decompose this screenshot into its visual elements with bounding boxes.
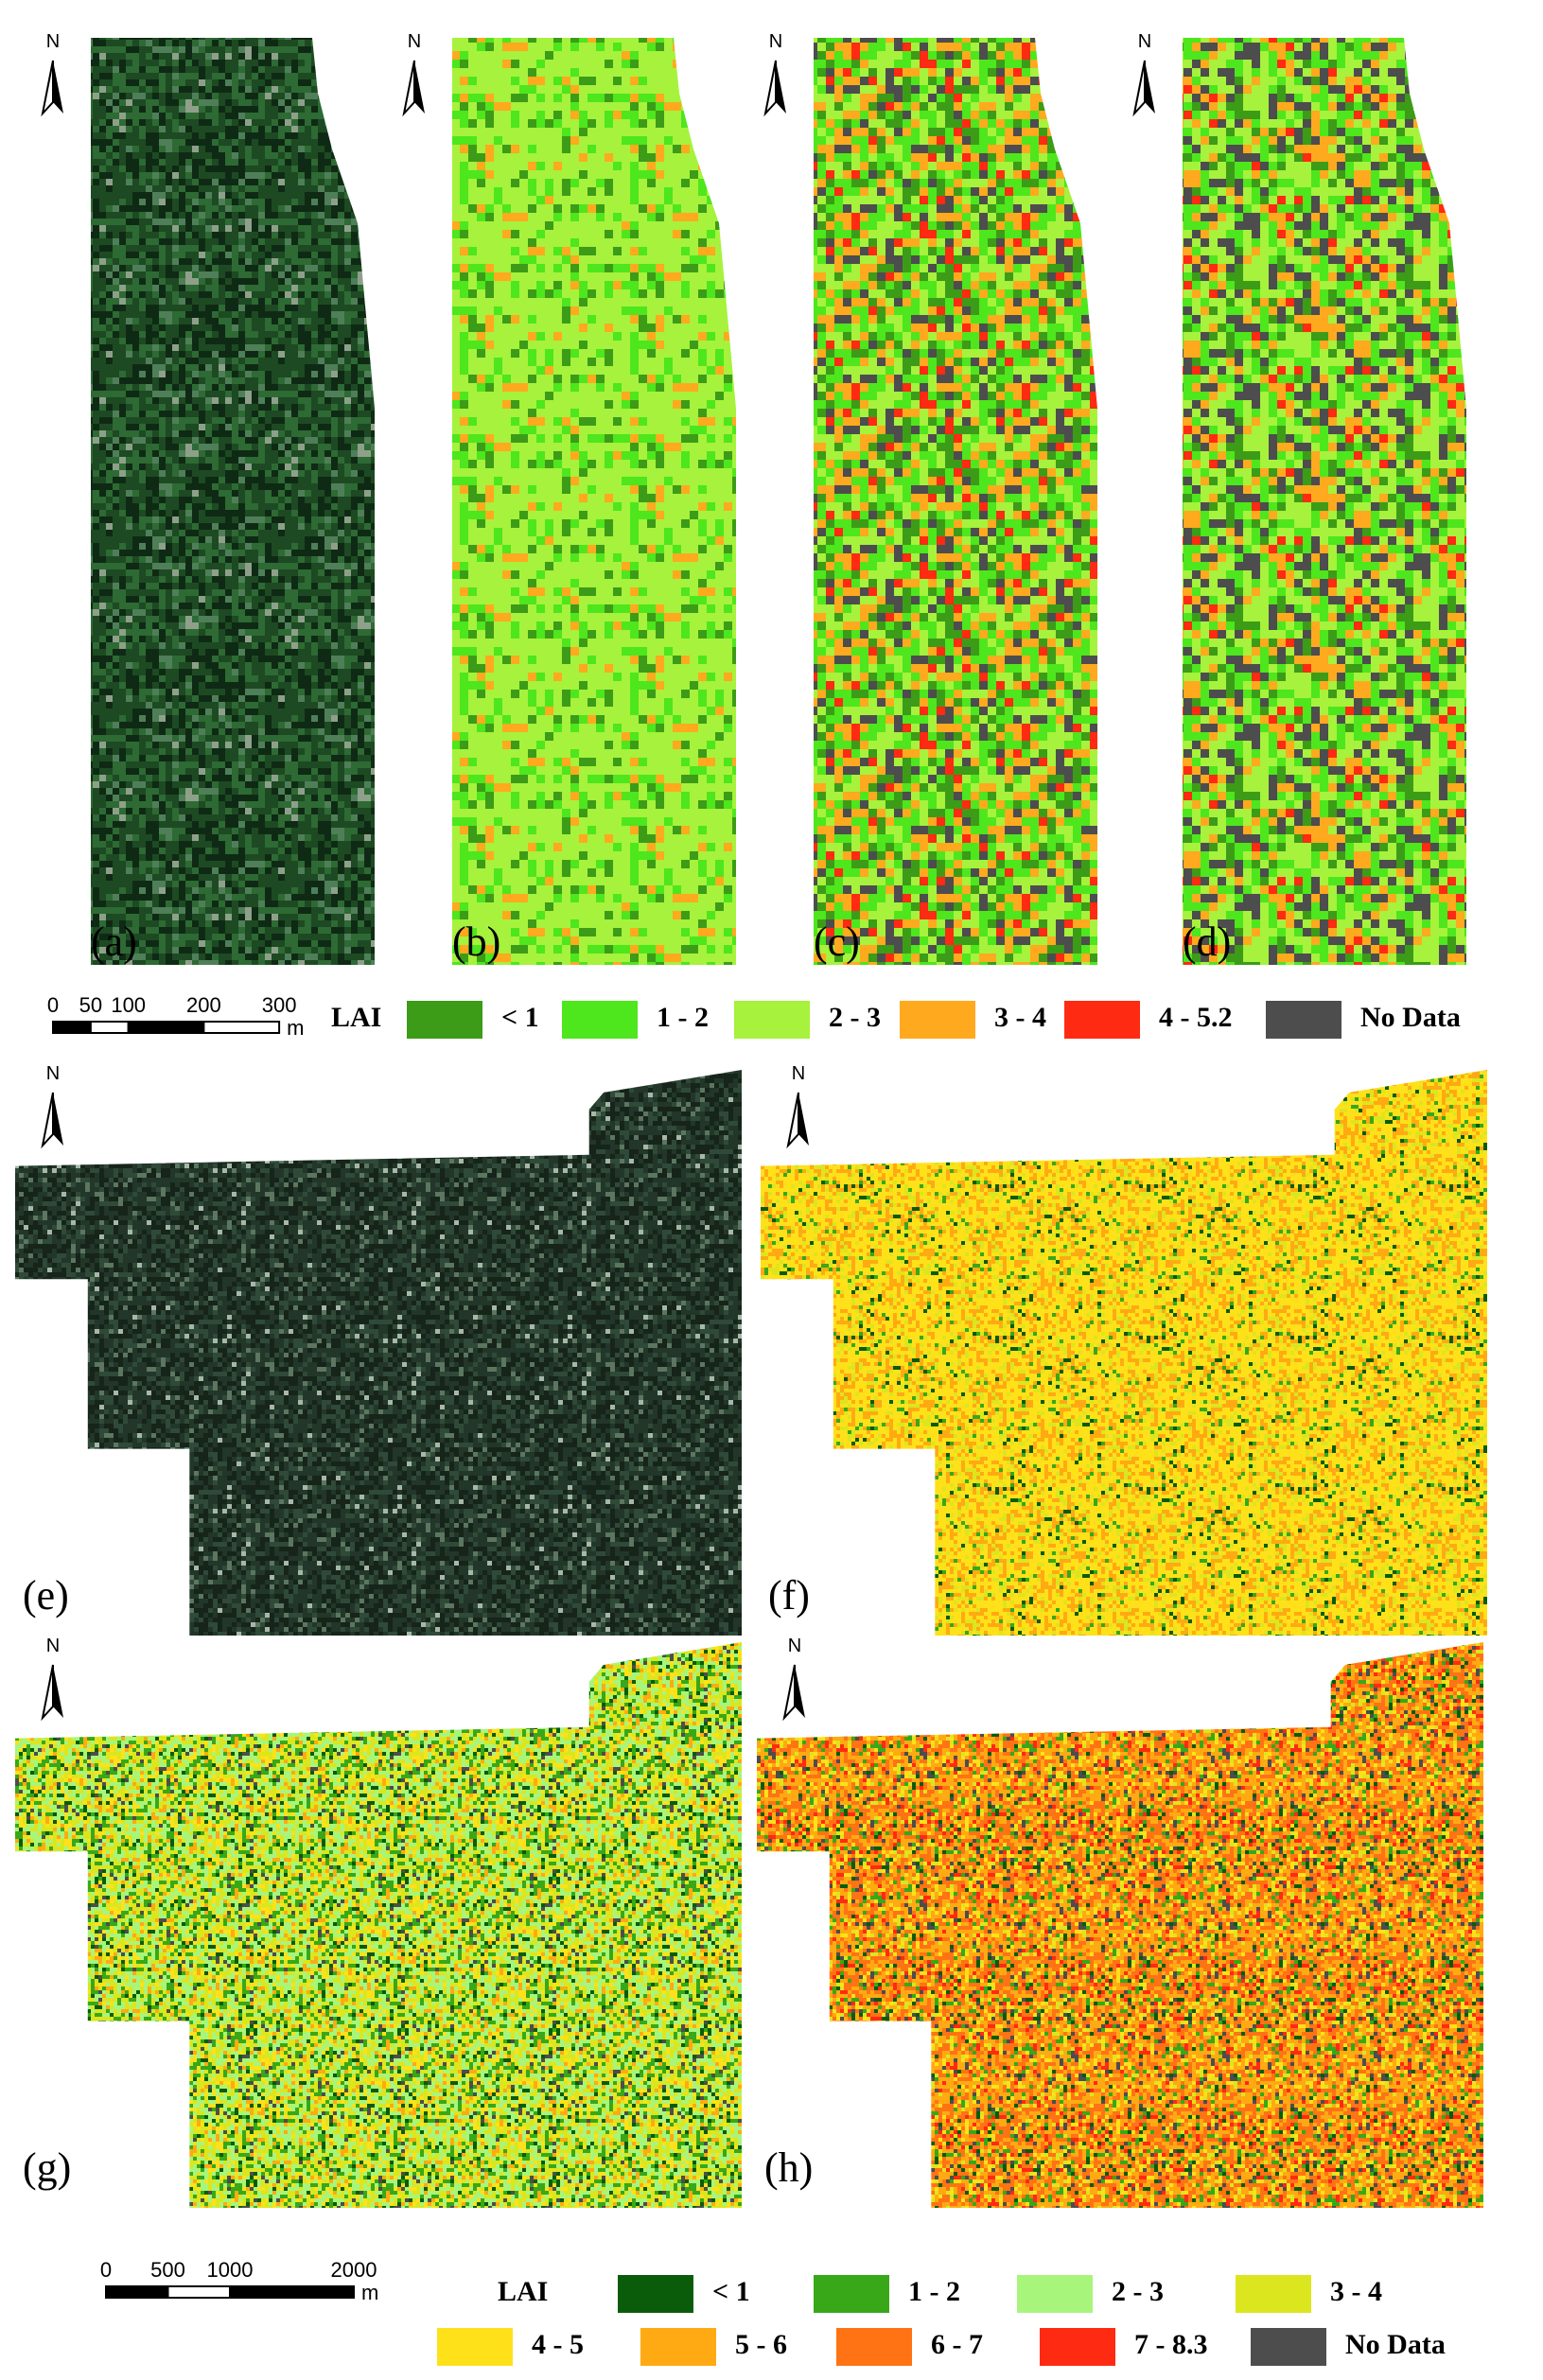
page: LAI maps {"north_label": "N", "top_figur… [15,31,1487,2366]
